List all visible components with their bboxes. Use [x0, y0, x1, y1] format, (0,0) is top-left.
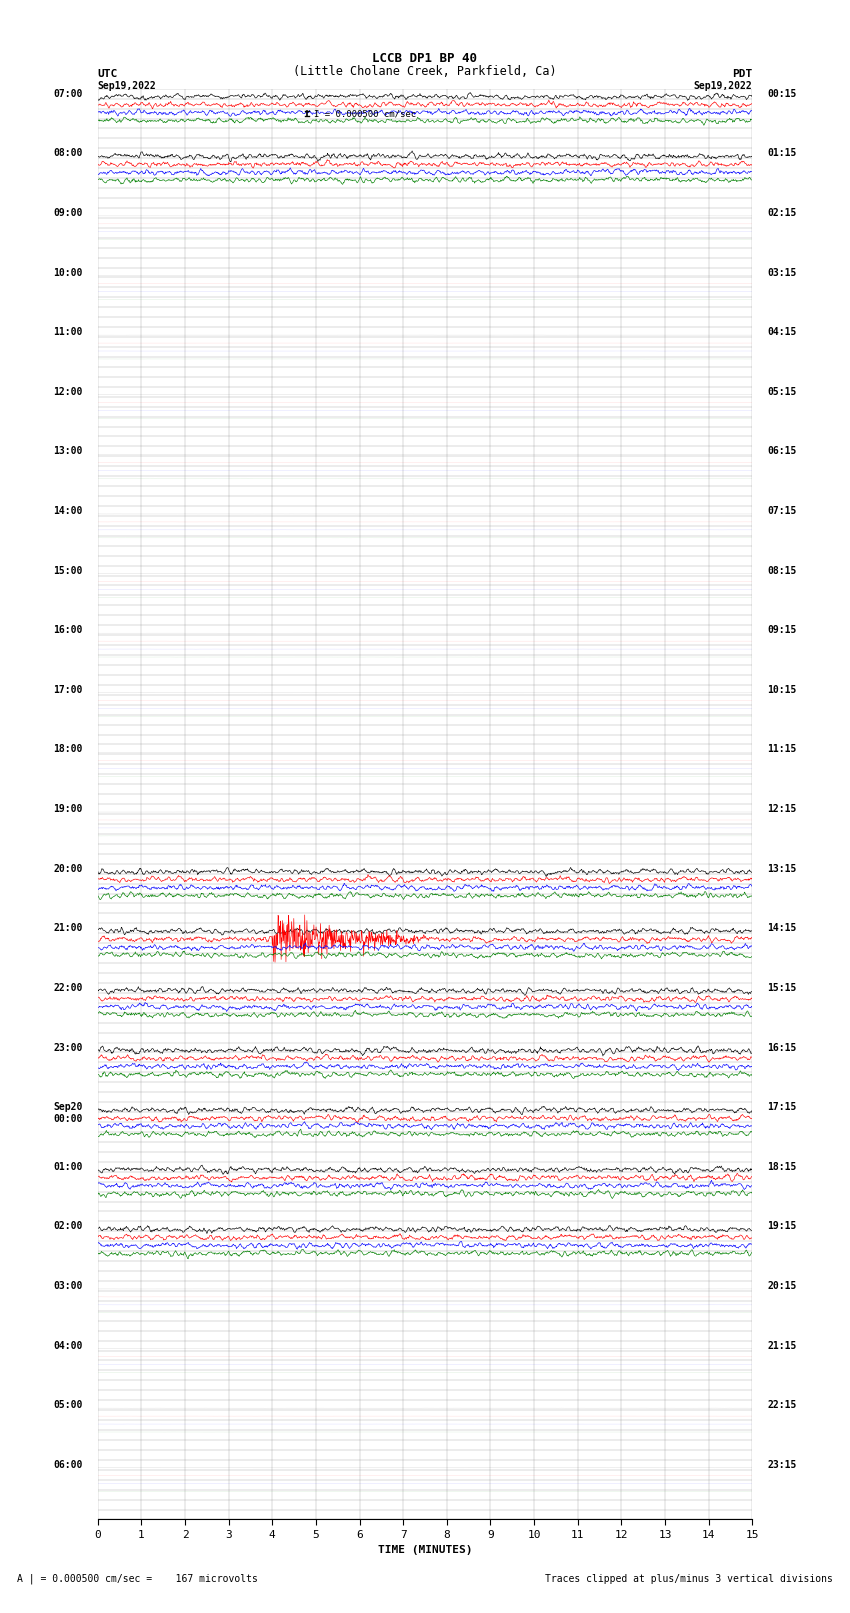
Text: Traces clipped at plus/minus 3 vertical divisions: Traces clipped at plus/minus 3 vertical …: [545, 1574, 833, 1584]
Text: Sep19,2022: Sep19,2022: [98, 81, 156, 90]
Text: 02:15: 02:15: [768, 208, 797, 218]
Text: 19:15: 19:15: [768, 1221, 797, 1231]
Text: 16:15: 16:15: [768, 1042, 797, 1053]
Text: 22:15: 22:15: [768, 1400, 797, 1410]
Text: 05:15: 05:15: [768, 387, 797, 397]
Text: A | = 0.000500 cm/sec =    167 microvolts: A | = 0.000500 cm/sec = 167 microvolts: [17, 1573, 258, 1584]
Text: 06:00: 06:00: [53, 1460, 82, 1469]
Text: UTC: UTC: [98, 69, 118, 79]
Text: (Little Cholane Creek, Parkfield, Ca): (Little Cholane Creek, Parkfield, Ca): [293, 65, 557, 77]
Text: 08:15: 08:15: [768, 566, 797, 576]
Text: 03:15: 03:15: [768, 268, 797, 277]
Text: 06:15: 06:15: [768, 447, 797, 456]
Text: 07:15: 07:15: [768, 506, 797, 516]
Text: 19:00: 19:00: [53, 803, 82, 815]
Text: 16:00: 16:00: [53, 626, 82, 636]
Text: 10:00: 10:00: [53, 268, 82, 277]
Text: 20:15: 20:15: [768, 1281, 797, 1290]
X-axis label: TIME (MINUTES): TIME (MINUTES): [377, 1545, 473, 1555]
Text: 15:00: 15:00: [53, 566, 82, 576]
Text: 11:00: 11:00: [53, 327, 82, 337]
Text: LCCB DP1 BP 40: LCCB DP1 BP 40: [372, 52, 478, 65]
Text: Sep19,2022: Sep19,2022: [694, 81, 752, 90]
Text: 13:15: 13:15: [768, 863, 797, 874]
Text: 04:00: 04:00: [53, 1340, 82, 1350]
Text: 12:15: 12:15: [768, 803, 797, 815]
Text: 14:00: 14:00: [53, 506, 82, 516]
Text: 09:00: 09:00: [53, 208, 82, 218]
Text: 15:15: 15:15: [768, 982, 797, 994]
Text: I = 0.000500 cm/sec: I = 0.000500 cm/sec: [314, 110, 416, 118]
Text: Sep20
00:00: Sep20 00:00: [53, 1102, 82, 1124]
Text: 21:00: 21:00: [53, 923, 82, 934]
Text: 04:15: 04:15: [768, 327, 797, 337]
Text: 11:15: 11:15: [768, 745, 797, 755]
Text: 18:00: 18:00: [53, 745, 82, 755]
Text: 01:00: 01:00: [53, 1161, 82, 1171]
Text: 17:15: 17:15: [768, 1102, 797, 1111]
Text: 23:15: 23:15: [768, 1460, 797, 1469]
Text: 22:00: 22:00: [53, 982, 82, 994]
Text: 12:00: 12:00: [53, 387, 82, 397]
Text: 23:00: 23:00: [53, 1042, 82, 1053]
Text: 07:00: 07:00: [53, 89, 82, 98]
Text: 17:00: 17:00: [53, 686, 82, 695]
Text: 00:15: 00:15: [768, 89, 797, 98]
Text: 05:00: 05:00: [53, 1400, 82, 1410]
Text: 02:00: 02:00: [53, 1221, 82, 1231]
Text: 09:15: 09:15: [768, 626, 797, 636]
Text: 08:00: 08:00: [53, 148, 82, 158]
Text: 10:15: 10:15: [768, 686, 797, 695]
Text: 13:00: 13:00: [53, 447, 82, 456]
Text: 21:15: 21:15: [768, 1340, 797, 1350]
Text: 03:00: 03:00: [53, 1281, 82, 1290]
Text: PDT: PDT: [732, 69, 752, 79]
Text: 14:15: 14:15: [768, 923, 797, 934]
Text: 18:15: 18:15: [768, 1161, 797, 1171]
Text: 20:00: 20:00: [53, 863, 82, 874]
Text: 01:15: 01:15: [768, 148, 797, 158]
